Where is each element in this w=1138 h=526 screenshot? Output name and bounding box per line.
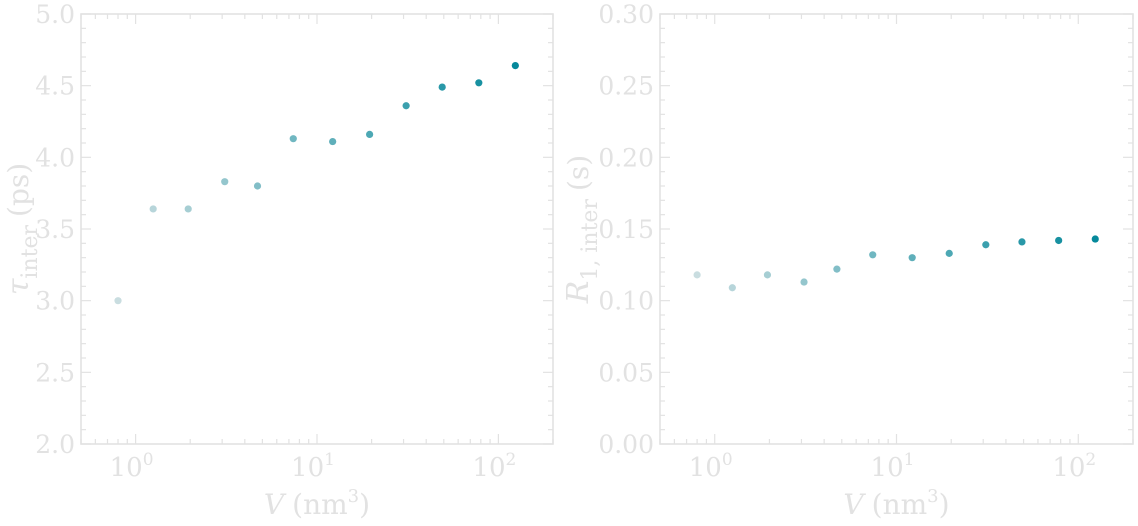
data-point — [800, 278, 808, 286]
x-axis-unit-close: ) — [939, 488, 950, 521]
y-axis-variable: τ — [1, 278, 36, 295]
data-point — [1091, 235, 1099, 243]
y-axis-label: R1, inter (s) — [561, 155, 603, 304]
x-tick-label: 102 — [472, 450, 516, 483]
data-point — [869, 251, 877, 259]
x-tick-base: 10 — [291, 453, 324, 483]
data-point — [149, 205, 157, 213]
y-tick-label: 2.0 — [35, 430, 75, 459]
data-point — [833, 265, 841, 273]
data-point — [402, 102, 410, 110]
x-axis-unit-exponent: 3 — [927, 486, 938, 507]
y-tick-label: 0.30 — [598, 0, 654, 29]
y-tick-label: 3.5 — [35, 215, 75, 244]
data-point — [693, 271, 701, 279]
data-point — [114, 297, 122, 305]
data-point — [763, 271, 772, 279]
data-point — [475, 79, 483, 87]
data-point — [945, 249, 953, 257]
x-tick-label: 102 — [1052, 450, 1096, 483]
y-tick-label: 4.5 — [35, 72, 75, 101]
x-axis-unit: (nm — [292, 488, 348, 521]
y-tick-label: 0.05 — [598, 358, 654, 387]
y-tick-label: 4.0 — [35, 143, 75, 172]
y-axis-unit: (ps) — [2, 163, 35, 217]
x-tick-base: 10 — [1052, 453, 1085, 483]
x-axis-unit: (nm — [872, 488, 928, 521]
y-tick-label: 0.25 — [598, 72, 654, 101]
x-tick-base: 10 — [472, 453, 505, 483]
data-point — [728, 284, 736, 292]
y-tick-label: 0.00 — [598, 430, 654, 459]
x-axis-variable: V — [264, 488, 287, 521]
y-tick-label: 0.20 — [598, 143, 654, 172]
x-axis-label: V (nm3) — [843, 486, 949, 521]
x-tick-label: 100 — [689, 450, 733, 483]
x-tick-exponent: 2 — [506, 450, 517, 470]
plot-frame — [659, 13, 1134, 445]
x-tick-exponent: 1 — [324, 450, 335, 470]
x-axis-variable: V — [843, 488, 866, 521]
data-point — [511, 62, 519, 70]
x-tick-exponent: 1 — [904, 450, 915, 470]
y-axis-subscript: inter — [18, 224, 43, 278]
y-tick-label: 3.0 — [35, 287, 75, 316]
y-axis-label: τinter (ps) — [1, 163, 43, 295]
data-point — [221, 178, 229, 186]
x-tick-exponent: 0 — [143, 450, 154, 470]
data-point — [908, 254, 916, 262]
x-tick-label: 101 — [871, 450, 915, 483]
data-point — [289, 135, 297, 143]
x-axis-unit-exponent: 3 — [348, 486, 359, 507]
data-point — [184, 205, 192, 213]
x-tick-label: 101 — [291, 450, 335, 483]
data-point — [438, 83, 446, 91]
data-point — [1018, 238, 1026, 246]
y-tick-label: 0.10 — [598, 287, 654, 316]
data-point — [366, 130, 374, 138]
data-point — [329, 137, 337, 146]
data-point — [1055, 236, 1063, 245]
data-point — [253, 182, 262, 190]
y-axis-unit: (s) — [562, 155, 595, 191]
x-axis-label: V (nm3) — [264, 486, 370, 521]
x-tick-base: 10 — [110, 453, 143, 483]
data-point — [982, 241, 990, 249]
y-tick-label: 2.5 — [35, 358, 75, 387]
y-axis-variable: R — [561, 281, 596, 305]
x-tick-base: 10 — [689, 453, 722, 483]
plot-frame — [80, 13, 554, 445]
y-tick-label: 5.0 — [35, 0, 75, 29]
y-tick-label: 0.15 — [598, 215, 654, 244]
x-tick-exponent: 0 — [722, 450, 733, 470]
y-axis-subscript: 1, inter — [578, 199, 603, 281]
x-tick-exponent: 2 — [1085, 450, 1096, 470]
x-tick-base: 10 — [871, 453, 904, 483]
x-axis-unit-close: ) — [359, 488, 370, 521]
x-tick-label: 100 — [110, 450, 154, 483]
